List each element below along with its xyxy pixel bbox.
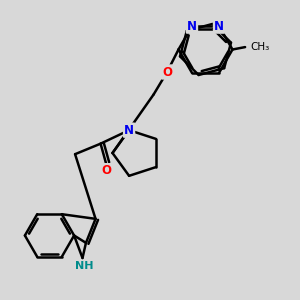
Text: N: N bbox=[187, 20, 197, 33]
Text: N: N bbox=[124, 124, 134, 137]
Text: NH: NH bbox=[75, 261, 93, 272]
Text: O: O bbox=[101, 164, 111, 177]
Text: O: O bbox=[162, 65, 172, 79]
Text: N: N bbox=[214, 20, 224, 33]
Text: CH₃: CH₃ bbox=[250, 42, 270, 52]
